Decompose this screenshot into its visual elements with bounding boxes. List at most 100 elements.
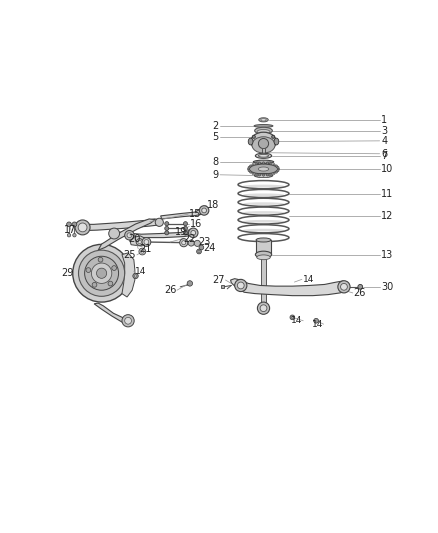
Circle shape [266, 162, 268, 164]
Polygon shape [94, 303, 131, 324]
Circle shape [235, 279, 247, 292]
Circle shape [258, 174, 261, 176]
Circle shape [78, 223, 87, 232]
Ellipse shape [255, 154, 272, 158]
Text: 27: 27 [212, 275, 224, 285]
Circle shape [248, 166, 250, 168]
Circle shape [188, 240, 194, 246]
Ellipse shape [255, 251, 272, 258]
Circle shape [262, 162, 265, 164]
Ellipse shape [243, 220, 284, 223]
Text: 15: 15 [189, 209, 201, 219]
Circle shape [248, 169, 250, 172]
Circle shape [273, 172, 275, 174]
Text: 14: 14 [311, 320, 323, 329]
Circle shape [270, 173, 272, 175]
Circle shape [180, 239, 188, 247]
Text: 14: 14 [134, 266, 146, 276]
Ellipse shape [257, 130, 270, 134]
Circle shape [277, 166, 279, 168]
Circle shape [134, 274, 137, 277]
Circle shape [194, 240, 200, 246]
Circle shape [277, 169, 279, 172]
Circle shape [252, 172, 254, 174]
Ellipse shape [254, 125, 273, 127]
Circle shape [276, 165, 278, 167]
Circle shape [184, 222, 187, 225]
Circle shape [108, 281, 113, 286]
Circle shape [260, 305, 267, 312]
Text: 22: 22 [184, 233, 196, 244]
Text: 13: 13 [381, 249, 394, 260]
Circle shape [197, 249, 201, 254]
Circle shape [141, 250, 144, 253]
Circle shape [72, 222, 77, 227]
Circle shape [202, 208, 206, 213]
Circle shape [341, 284, 347, 290]
Circle shape [112, 265, 117, 270]
Polygon shape [78, 219, 162, 230]
Circle shape [127, 233, 132, 238]
Circle shape [73, 233, 76, 237]
Text: 24: 24 [203, 243, 215, 253]
Circle shape [86, 268, 91, 272]
Ellipse shape [274, 138, 279, 145]
Ellipse shape [258, 167, 268, 171]
Polygon shape [161, 208, 207, 219]
Circle shape [125, 317, 131, 324]
Ellipse shape [254, 173, 273, 177]
Circle shape [184, 231, 187, 235]
Text: 11: 11 [381, 190, 394, 199]
Text: 6: 6 [381, 149, 388, 159]
Circle shape [125, 230, 134, 240]
Text: 14: 14 [303, 275, 314, 284]
Text: 5: 5 [212, 132, 219, 142]
Text: 19: 19 [175, 227, 187, 237]
Ellipse shape [253, 160, 274, 164]
Text: 26: 26 [353, 288, 366, 298]
Circle shape [277, 168, 279, 170]
Text: 14: 14 [291, 316, 303, 325]
Text: 23: 23 [199, 237, 211, 247]
Circle shape [92, 282, 97, 287]
Circle shape [78, 250, 125, 296]
Ellipse shape [243, 184, 284, 187]
Circle shape [98, 257, 103, 262]
Circle shape [96, 268, 107, 278]
Circle shape [187, 281, 193, 286]
Text: 8: 8 [212, 157, 219, 167]
Circle shape [270, 163, 272, 165]
Ellipse shape [261, 119, 266, 121]
Ellipse shape [259, 118, 268, 122]
Ellipse shape [257, 175, 270, 177]
Ellipse shape [254, 127, 272, 134]
Text: 3: 3 [381, 126, 388, 136]
Circle shape [138, 240, 141, 244]
Bar [256, 240, 271, 254]
Circle shape [142, 238, 151, 246]
Circle shape [67, 222, 71, 227]
Text: 12: 12 [381, 211, 394, 221]
Ellipse shape [256, 161, 271, 163]
Polygon shape [230, 279, 350, 296]
Text: 26: 26 [164, 285, 176, 295]
Text: 21: 21 [139, 244, 151, 254]
Circle shape [139, 248, 146, 255]
Text: 20: 20 [128, 233, 140, 244]
Text: 4: 4 [381, 136, 388, 146]
Polygon shape [130, 236, 146, 246]
Ellipse shape [243, 203, 284, 205]
Ellipse shape [243, 229, 284, 231]
Ellipse shape [251, 132, 276, 151]
Circle shape [338, 281, 350, 293]
Ellipse shape [249, 164, 278, 174]
Circle shape [262, 174, 265, 176]
Circle shape [199, 245, 204, 250]
Circle shape [258, 302, 270, 314]
Polygon shape [98, 219, 155, 250]
Text: 18: 18 [207, 200, 219, 211]
Circle shape [109, 228, 120, 239]
Ellipse shape [243, 193, 284, 196]
Circle shape [198, 251, 200, 253]
Text: 16: 16 [190, 219, 202, 229]
